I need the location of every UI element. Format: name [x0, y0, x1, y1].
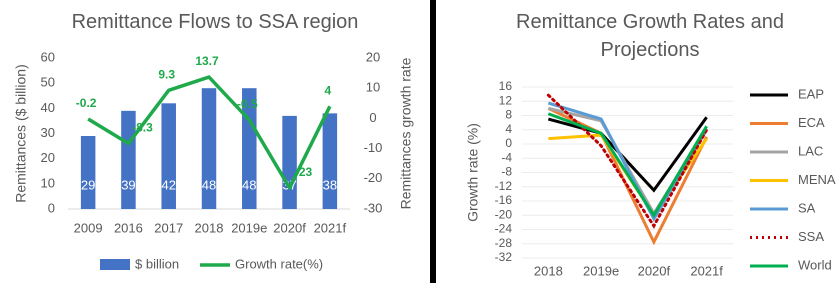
legend-label: MENA	[798, 172, 836, 187]
bar-label: 39	[121, 177, 135, 192]
chart: 0 10 20 30 40 50 60 -30 -20 -10 0 10 20 Remittances (…	[13, 49, 414, 271]
x-tick-label: 2018	[534, 263, 563, 278]
series-line	[547, 101, 708, 222]
bar-label: 38	[323, 177, 337, 192]
y-tick-label: 0	[48, 200, 55, 215]
y-tick-label: 0	[505, 136, 512, 150]
y-tick-label: 40	[41, 100, 55, 115]
series-line	[546, 93, 709, 229]
y-tick-label: 10	[41, 175, 55, 190]
chart-title: Remittance Growth Rates and Projections	[516, 11, 784, 61]
bar-label: 48	[202, 177, 216, 192]
y-tick-label: -4	[501, 150, 512, 164]
x-tick-label: 2019e	[231, 220, 267, 235]
bar	[121, 110, 136, 209]
bar	[282, 115, 297, 209]
series-line	[87, 75, 332, 190]
legend-label: LAC	[798, 143, 823, 158]
point-label: 13.7	[195, 54, 219, 68]
y-axis-label: Growth rate (%)	[465, 123, 481, 222]
point-label: 9.3	[158, 67, 175, 81]
y2-tick-label: 0	[369, 110, 376, 125]
point-label: -23	[295, 165, 313, 179]
y-tick-label: -32	[495, 250, 513, 264]
divider	[430, 0, 436, 283]
x-tick-label: 2020f	[273, 220, 306, 235]
y-tick-label: 4	[505, 122, 512, 136]
bar-label: 29	[81, 177, 95, 192]
chart-title: Remittance Flows to SSA region	[71, 11, 359, 33]
y-tick-label: -8	[501, 165, 512, 179]
x-tick-label: 2020f	[638, 263, 671, 278]
x-tick-label: 2009	[74, 220, 103, 235]
legend-label: SA	[798, 200, 816, 215]
y2-tick-label: -30	[364, 200, 383, 215]
legend-label: SSA	[798, 229, 824, 244]
y-tick-label: -20	[495, 207, 513, 221]
series-line	[547, 112, 708, 219]
bar	[322, 113, 338, 209]
y-tick-label: 8	[505, 108, 512, 122]
legend-label: Growth rate(%)	[235, 256, 323, 271]
point-label: 4	[325, 83, 332, 97]
legend-label: ECA	[798, 115, 825, 130]
bar-label: 42	[161, 177, 175, 192]
x-tick-label: 2016	[114, 220, 143, 235]
y-tick-label: -28	[495, 236, 513, 250]
y-tick-label: 30	[41, 125, 55, 140]
point-label: -0.2	[76, 96, 97, 110]
bar-label: 48	[242, 177, 256, 192]
x-tick-label: 2021f	[690, 263, 723, 278]
x-tick-label: 2019e	[583, 263, 619, 278]
y-tick-label: 16	[499, 79, 513, 93]
y2-tick-label: -10	[364, 140, 383, 155]
y-tick-label: 12	[499, 93, 513, 107]
y-tick-label: 50	[41, 75, 55, 90]
y2-tick-label: 10	[366, 80, 380, 95]
y-tick-label: 20	[41, 150, 55, 165]
y-tick-label: -12	[495, 179, 513, 193]
y2-tick-label: 20	[366, 49, 380, 64]
point-label: -0.5	[237, 97, 258, 111]
legend-label: EAP	[798, 86, 824, 101]
y-axis-label: Remittances ($ billion)	[13, 64, 29, 203]
x-tick-label: 2018	[195, 220, 224, 235]
legend-swatch	[100, 259, 130, 270]
x-tick-label: 2017	[154, 220, 183, 235]
bar	[161, 103, 176, 209]
y2-tick-label: -20	[364, 170, 383, 185]
y-tick-label: 60	[41, 49, 55, 64]
y-tick-label: -16	[495, 193, 513, 207]
legend-label: $ billion	[135, 256, 179, 271]
series-line	[547, 116, 708, 193]
bar	[80, 136, 96, 209]
legend-label: World	[798, 257, 832, 272]
y2-axis-label: Remittances growth rate	[398, 57, 414, 209]
point-label: -8.3	[132, 121, 153, 135]
y-tick-label: -24	[495, 222, 513, 236]
bar	[201, 88, 217, 209]
x-tick-label: 2021f	[314, 220, 347, 235]
